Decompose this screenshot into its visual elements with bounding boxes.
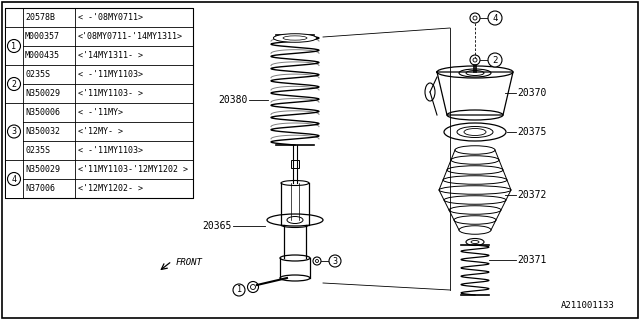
Ellipse shape	[457, 126, 493, 138]
Circle shape	[488, 53, 502, 67]
Ellipse shape	[449, 206, 501, 214]
Circle shape	[8, 125, 20, 138]
Ellipse shape	[280, 275, 310, 281]
Ellipse shape	[447, 110, 503, 120]
Circle shape	[470, 13, 480, 23]
Text: <'11MY1103-'12MY1202 >: <'11MY1103-'12MY1202 >	[78, 165, 188, 174]
Text: <'12MY1202- >: <'12MY1202- >	[78, 184, 143, 193]
Circle shape	[473, 16, 477, 20]
Circle shape	[248, 282, 259, 292]
Circle shape	[8, 77, 20, 91]
Text: N37006: N37006	[25, 184, 55, 193]
Ellipse shape	[267, 214, 323, 226]
Text: 4: 4	[12, 174, 17, 183]
Ellipse shape	[444, 196, 506, 204]
Ellipse shape	[280, 255, 310, 261]
Text: FRONT: FRONT	[176, 258, 203, 267]
Bar	[6, 28, 22, 65]
Bar	[6, 66, 22, 102]
Ellipse shape	[471, 241, 479, 244]
Text: <'12MY- >: <'12MY- >	[78, 127, 123, 136]
Ellipse shape	[439, 186, 511, 194]
Circle shape	[233, 284, 245, 296]
Text: 20375: 20375	[517, 127, 547, 137]
Ellipse shape	[444, 123, 506, 141]
Text: 3: 3	[12, 127, 17, 136]
Text: <'14MY1311- >: <'14MY1311- >	[78, 51, 143, 60]
Ellipse shape	[437, 66, 513, 78]
Text: 4: 4	[492, 13, 498, 22]
Ellipse shape	[464, 129, 486, 135]
Ellipse shape	[459, 226, 491, 234]
Text: 2: 2	[12, 79, 17, 89]
Bar	[5, 8, 193, 198]
Text: < -'11MY1103>: < -'11MY1103>	[78, 146, 143, 155]
Circle shape	[473, 58, 477, 62]
Circle shape	[488, 11, 502, 25]
Text: 0235S: 0235S	[25, 146, 50, 155]
Text: <'08MY0711-'14MY1311>: <'08MY0711-'14MY1311>	[78, 32, 183, 41]
Text: 20578B: 20578B	[25, 13, 55, 22]
Text: M000357: M000357	[25, 32, 60, 41]
Text: 1: 1	[12, 42, 17, 51]
Circle shape	[470, 55, 480, 65]
Text: 2: 2	[492, 55, 498, 65]
Text: 1: 1	[237, 285, 241, 294]
Ellipse shape	[466, 70, 484, 76]
Ellipse shape	[283, 36, 307, 40]
Ellipse shape	[454, 216, 496, 224]
Text: < -'08MY0711>: < -'08MY0711>	[78, 13, 143, 22]
Text: M000435: M000435	[25, 51, 60, 60]
Ellipse shape	[287, 217, 303, 223]
Text: < -'11MY1103>: < -'11MY1103>	[78, 70, 143, 79]
Ellipse shape	[425, 83, 435, 101]
Ellipse shape	[281, 180, 309, 186]
Ellipse shape	[443, 176, 507, 184]
Circle shape	[8, 172, 20, 186]
Circle shape	[313, 257, 321, 265]
Text: 20372: 20372	[517, 190, 547, 200]
Circle shape	[316, 260, 319, 262]
Text: N350029: N350029	[25, 89, 60, 98]
Bar	[6, 103, 22, 159]
Text: A211001133: A211001133	[561, 301, 615, 310]
Bar	[291, 160, 299, 168]
Text: N350032: N350032	[25, 127, 60, 136]
Text: < -'11MY>: < -'11MY>	[78, 108, 123, 117]
Text: <'11MY1103- >: <'11MY1103- >	[78, 89, 143, 98]
Ellipse shape	[459, 69, 491, 77]
Circle shape	[8, 39, 20, 52]
Text: 20380: 20380	[219, 95, 248, 105]
Text: 20365: 20365	[203, 221, 232, 231]
Circle shape	[329, 255, 341, 267]
Bar	[6, 161, 22, 197]
Text: N350029: N350029	[25, 165, 60, 174]
Text: N350006: N350006	[25, 108, 60, 117]
Text: 20371: 20371	[517, 255, 547, 265]
Ellipse shape	[455, 146, 495, 154]
Circle shape	[250, 284, 255, 290]
Ellipse shape	[281, 222, 309, 228]
Text: 20370: 20370	[517, 88, 547, 98]
Ellipse shape	[466, 238, 484, 245]
Text: 0235S: 0235S	[25, 70, 50, 79]
Ellipse shape	[451, 156, 499, 164]
Ellipse shape	[273, 34, 317, 42]
Ellipse shape	[447, 166, 503, 174]
Text: 3: 3	[333, 257, 337, 266]
